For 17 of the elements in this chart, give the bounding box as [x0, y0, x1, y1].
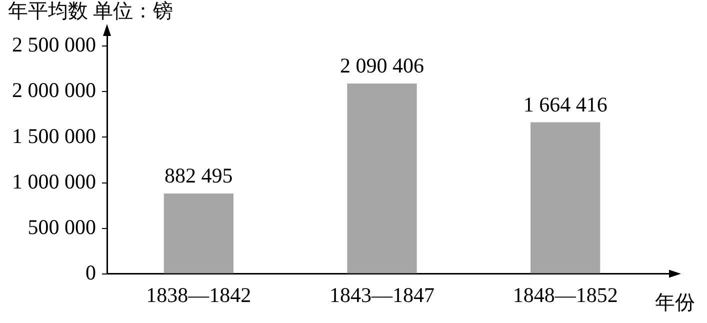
- y-tick-label: 1 500 000: [12, 124, 96, 148]
- y-axis-title: 年平均数 单位：镑: [8, 0, 173, 22]
- y-tick-label: 500 000: [28, 214, 96, 239]
- x-tick-label: 1848—1852: [512, 282, 618, 307]
- data-label: 882 495: [164, 163, 233, 188]
- y-tick-label: 1 000 000: [12, 169, 96, 194]
- data-label: 2 090 406: [340, 54, 424, 78]
- bar: [164, 193, 234, 274]
- bar: [347, 83, 417, 274]
- y-tick-label: 2 500 000: [12, 32, 96, 57]
- bar: [530, 122, 600, 274]
- y-tick-label: 0: [86, 260, 96, 284]
- x-axis-title: 年份: [655, 292, 695, 314]
- x-tick-label: 1843—1847: [330, 282, 434, 307]
- x-tick-label: 1838—1842: [146, 282, 252, 307]
- data-label: 1 664 416: [523, 92, 608, 116]
- y-tick-label: 2 000 000: [12, 78, 96, 102]
